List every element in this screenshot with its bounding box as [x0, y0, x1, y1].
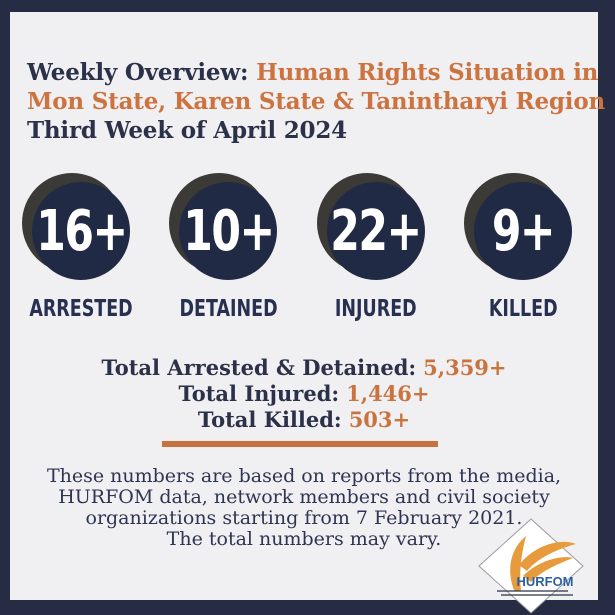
total-killed-label: Total Killed: [197, 407, 342, 432]
stat-arrested: 16+ ARRESTED [14, 170, 148, 322]
footnote-line-3: organizations starting from 7 February 2… [85, 507, 523, 529]
injured-label: INJURED [334, 296, 417, 322]
detained-label: DETAINED [179, 296, 278, 322]
title-line-3: Third Week of April 2024 [27, 117, 347, 144]
hurfom-bird-swoosh-icon [510, 536, 576, 592]
totals-block: Total Arrested & Detained: 5,359+ Total I… [10, 355, 598, 433]
arrested-label: ARRESTED [29, 296, 133, 322]
total-arrested-detained-value: 5,359+ [423, 355, 507, 380]
stat-detained: 10+ DETAINED [161, 170, 295, 322]
title-line-2: Mon State, Karen State & Tanintharyi Reg… [27, 88, 605, 115]
title-line-1: Weekly Overview: Human Rights Situation … [27, 58, 605, 87]
arrested-circle: 16+ [32, 182, 130, 280]
infographic-card: Weekly Overview: Human Rights Situation … [10, 12, 605, 600]
title-accent-1: Human Rights Situation in [256, 59, 599, 86]
orange-divider [162, 441, 438, 447]
title-prefix: Weekly Overview: [27, 59, 257, 86]
footnote-line-4: The total numbers may vary. [166, 528, 442, 550]
killed-count: 9+ [491, 198, 556, 264]
footnote-line-1: These numbers are based on reports from … [46, 465, 562, 487]
total-injured-row: Total Injured: 1,446+ [10, 381, 598, 407]
detained-count: 10+ [183, 198, 275, 264]
footnote: These numbers are based on reports from … [10, 466, 598, 550]
hurfom-logo: HURFOM [478, 518, 584, 614]
killed-circle: 9+ [473, 182, 572, 280]
killed-label: KILLED [488, 296, 558, 322]
stat-killed: 9+ KILLED [456, 170, 590, 322]
page-title: Weekly Overview: Human Rights Situation … [27, 58, 605, 145]
total-injured-value: 1,446+ [346, 381, 430, 406]
injured-circle: 22+ [326, 182, 425, 280]
footnote-line-2: HURFOM data, network members and civil s… [58, 486, 550, 508]
stat-circle-row: 16+ ARRESTED 10+ DETAINED 22+ INJURED 9+ [14, 170, 590, 322]
injured-count: 22+ [330, 198, 422, 264]
total-arrested-detained-label: Total Arrested & Detained: [101, 355, 417, 380]
logo-wordmark: HURFOM [516, 574, 573, 589]
total-killed-value: 503+ [348, 407, 411, 432]
total-arrested-detained-row: Total Arrested & Detained: 5,359+ [10, 355, 598, 381]
arrested-count: 16+ [35, 198, 128, 264]
detained-circle: 10+ [179, 182, 278, 280]
total-killed-row: Total Killed: 503+ [10, 407, 598, 433]
stat-injured: 22+ INJURED [309, 170, 443, 322]
logo-underlines [497, 590, 573, 596]
total-injured-label: Total Injured: [178, 381, 340, 406]
